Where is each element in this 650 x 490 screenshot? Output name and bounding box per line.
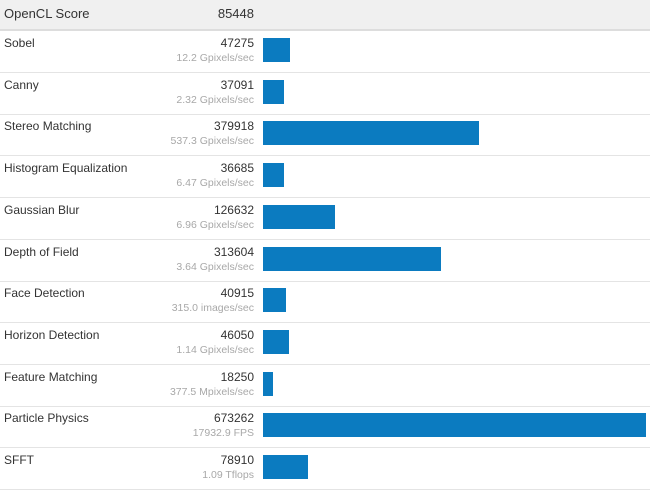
benchmark-throughput: 315.0 images/sec [171,302,254,315]
benchmark-name: Stereo Matching [4,119,92,134]
benchmark-bar [263,371,273,396]
benchmark-name: Feature Matching [4,369,98,384]
benchmark-bar [263,413,646,438]
benchmark-name: Histogram Equalization [4,161,128,176]
benchmark-row: Canny 37091 2.32 Gpixels/sec [0,73,650,115]
benchmark-throughput: 3.64 Gpixels/sec [176,260,254,273]
benchmark-score: 18250 [220,369,254,384]
benchmark-name: Particle Physics [4,411,89,426]
benchmark-throughput: 6.47 Gpixels/sec [176,177,254,190]
benchmark-throughput: 12.2 Gpixels/sec [176,52,254,64]
benchmark-row: Feature Matching 18250 377.5 Mpixels/sec [0,365,650,407]
benchmark-name: Depth of Field [4,244,79,259]
benchmark-throughput: 1.09 Tflops [202,469,254,481]
benchmark-throughput: 377.5 Mpixels/sec [169,385,254,398]
benchmark-row: Depth of Field 313604 3.64 Gpixels/sec [0,240,650,282]
benchmark-row: Particle Physics 673262 17932.9 FPS [0,406,650,449]
benchmark-row: Sobel 47275 12.2 Gpixels/sec [0,31,650,73]
benchmark-throughput: 17932.9 FPS [192,427,254,440]
benchmark-bar [263,455,308,479]
benchmark-throughput: 2.32 Gpixels/sec [176,93,254,106]
benchmark-score: 673262 [213,411,254,426]
benchmark-name: SFFT [4,453,34,467]
benchmark-row: Horizon Detection 46050 1.14 Gpixels/sec [0,323,650,365]
opencl-score-header: OpenCL Score 85448 [0,0,650,31]
benchmark-score: 40915 [220,286,254,301]
benchmark-row: Gaussian Blur 126632 6.96 Gpixels/sec [0,198,650,240]
benchmark-row: Histogram Equalization 36685 6.47 Gpixels/… [0,156,650,199]
benchmark-score: 78910 [220,453,254,467]
benchmark-bar [263,288,286,313]
benchmark-row: Stereo Matching 379918 537.3 Gpixels/sec [0,114,650,157]
benchmark-name: Sobel [4,36,35,50]
benchmark-score: 46050 [220,327,254,342]
benchmark-bar [263,121,479,146]
benchmark-score: 37091 [220,77,254,92]
benchmark-score: 47275 [220,36,254,50]
opencl-score-value: 85448 [217,6,254,21]
benchmark-name: Canny [4,77,39,92]
benchmark-score: 379918 [213,119,254,134]
benchmark-name: Face Detection [4,286,85,301]
benchmark-row: SFFT 78910 1.09 Tflops [0,448,650,490]
benchmark-name: Gaussian Blur [4,202,80,217]
benchmark-score: 36685 [220,161,254,176]
benchmark-bar [263,163,284,188]
opencl-score-label: OpenCL Score [4,6,90,21]
benchmark-bar [263,329,289,354]
benchmark-throughput: 1.14 Gpixels/sec [176,343,254,356]
benchmark-bar [263,246,441,271]
benchmark-throughput: 6.96 Gpixels/sec [176,218,254,231]
benchmark-name: Horizon Detection [4,327,100,342]
benchmark-bar [263,79,284,104]
benchmark-throughput: 537.3 Gpixels/sec [170,135,254,148]
benchmark-bar [263,38,290,62]
benchmark-row: Face Detection 40915 315.0 images/sec [0,281,650,324]
benchmark-score: 126632 [213,202,254,217]
benchmark-bar [263,204,335,229]
benchmark-score: 313604 [213,244,254,259]
